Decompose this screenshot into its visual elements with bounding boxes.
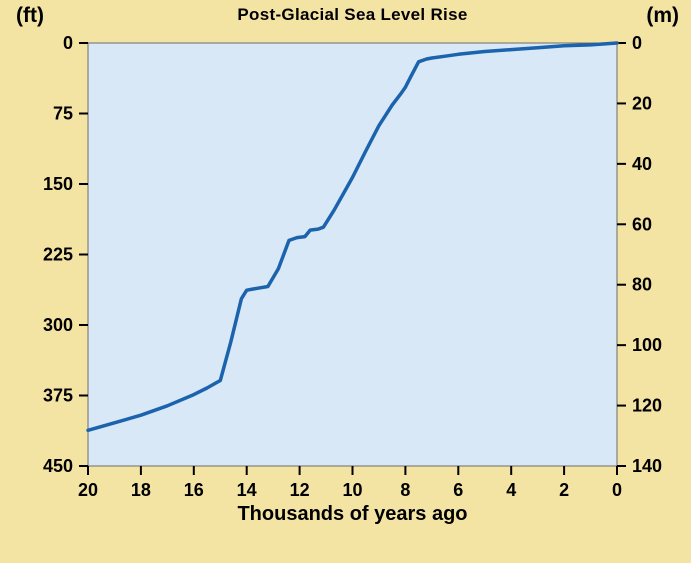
left-tick-label: 75: [53, 104, 73, 124]
right-tick-label: 20: [632, 93, 652, 113]
sea-level-line: [86, 41, 619, 433]
left-axis-unit: (ft): [16, 4, 44, 27]
x-tick-label: 12: [290, 480, 310, 500]
right-tick-label: 0: [632, 33, 642, 53]
x-axis-title: Thousands of years ago: [237, 503, 468, 525]
left-tick-label: 150: [43, 174, 73, 194]
x-tick-label: 2: [559, 480, 569, 500]
left-tick-label: 375: [43, 386, 73, 406]
left-tick-label: 450: [43, 456, 73, 476]
x-tick-label: 14: [237, 480, 257, 500]
x-tick-label: 10: [342, 480, 362, 500]
x-tick-label: 18: [131, 480, 151, 500]
left-tick-label: 225: [43, 245, 73, 265]
x-tick-label: 16: [184, 480, 204, 500]
x-tick-label: 6: [453, 480, 463, 500]
left-tick-label: 300: [43, 315, 73, 335]
right-tick-label: 80: [632, 275, 652, 295]
right-tick-label: 140: [632, 456, 662, 476]
plot-area: [87, 42, 618, 467]
right-axis-unit: (m): [646, 4, 679, 27]
x-tick-label: 4: [506, 480, 516, 500]
x-tick-label: 8: [400, 480, 410, 500]
right-tick-label: 60: [632, 214, 652, 234]
right-tick-label: 40: [632, 154, 652, 174]
right-tick-label: 100: [632, 335, 662, 355]
left-tick-label: 0: [63, 33, 73, 53]
right-tick-label: 120: [632, 396, 662, 416]
x-tick-label: 0: [612, 480, 622, 500]
x-tick-label: 20: [78, 480, 98, 500]
chart-title: Post-Glacial Sea Level Rise: [237, 5, 468, 24]
